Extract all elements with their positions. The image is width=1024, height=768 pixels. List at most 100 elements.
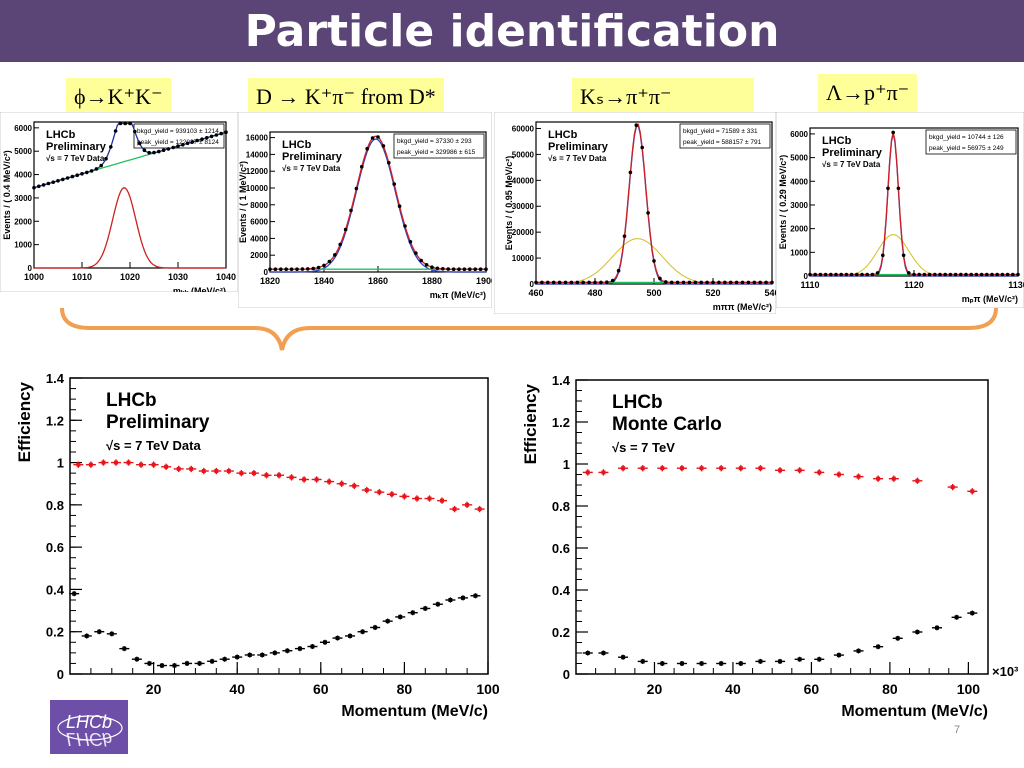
data-point [435, 266, 440, 271]
y-tick-label: 1 [563, 457, 570, 472]
data-point [452, 507, 457, 512]
data-point [147, 661, 152, 666]
data-point [664, 280, 668, 284]
data-point [719, 661, 724, 666]
efficiency-chart-data: 0 0.2 0.4 0.6 0.8 1 1.2 1.4 20 40 60 80 100 Momentum … [0, 360, 506, 737]
y-tick-label: 0.8 [46, 498, 64, 513]
data-point [660, 466, 665, 471]
y-tick-label: 6000 [250, 218, 268, 227]
data-point [88, 462, 93, 467]
y-tick-label: 0 [264, 268, 269, 277]
data-point [224, 130, 228, 134]
data-point [451, 267, 456, 271]
x-axis-label: mₖₖ (MeV/c²) [173, 286, 226, 292]
data-point [61, 177, 65, 182]
label-d-kpi: D → K⁺π⁻ from D* [248, 78, 444, 116]
data-point [797, 468, 802, 473]
data-point [970, 611, 975, 616]
x-tick-label: 100 [476, 681, 500, 697]
data-point [201, 469, 206, 474]
energy-label: √s = 7 TeV [612, 440, 675, 455]
data-point [687, 280, 692, 285]
y-tick-label: 0.2 [46, 625, 64, 640]
data-point [813, 272, 817, 277]
data-point [621, 466, 626, 471]
data-point [599, 280, 603, 285]
y-tick-label: 0.6 [46, 540, 64, 555]
data-point [104, 156, 108, 161]
data-point [1000, 272, 1005, 277]
experiment-label: LHCb [612, 392, 663, 413]
data-point [778, 468, 783, 473]
data-point [109, 631, 114, 636]
mass-plot-phi: 0 1000 2000 3000 4000 5000 6000 1000 1010 1020 103… [0, 111, 239, 297]
data-point [621, 655, 626, 660]
y-tick-label: 0 [57, 667, 64, 682]
energy-label: √s = 7 TeV Data [548, 154, 607, 163]
y-tick-label: 0.2 [552, 625, 570, 640]
peak-yield: peak_yield = 56975 ± 249 [929, 145, 1004, 152]
data-point [915, 478, 920, 483]
data-point [322, 263, 326, 268]
data-point [740, 280, 745, 285]
y-tick-label: 40000 [512, 176, 535, 185]
data-point [247, 652, 252, 657]
data-point [376, 135, 380, 139]
data-point [468, 267, 472, 271]
y-tick-label: 20000 [512, 228, 535, 237]
data-point [915, 630, 920, 634]
data-point [551, 280, 556, 285]
x-tick-label: 20 [146, 681, 162, 697]
x-tick-label: 80 [882, 681, 898, 697]
data-point [152, 150, 156, 155]
data-point [652, 259, 656, 263]
experiment-label: LHCb [46, 129, 76, 141]
peak-yield: peak_yield = 329986 ± 615 [397, 149, 476, 156]
label-ks-pipi: Kₛ→π⁺π⁻ [572, 78, 754, 116]
data-point [385, 619, 390, 624]
experiment-label: LHCb [822, 135, 852, 147]
slide-title: Particle identification [244, 6, 780, 57]
data-point [855, 272, 859, 277]
data-point [365, 146, 369, 151]
data-point [284, 267, 288, 271]
data-point [711, 280, 715, 285]
data-point [209, 134, 214, 139]
experiment-label: LHCb [282, 139, 312, 151]
status-label: Preliminary [46, 141, 107, 153]
x-tick-label: 1110 [800, 280, 819, 290]
x-tick-label: 40 [229, 681, 245, 697]
energy-label: √s = 7 TeV Data [46, 154, 105, 163]
data-point [990, 272, 994, 277]
y-tick-label: 14000 [246, 150, 269, 159]
data-point [403, 224, 407, 228]
data-point [343, 227, 348, 232]
data-point [360, 164, 364, 169]
data-point [268, 267, 272, 271]
status-label: Preliminary [548, 141, 609, 153]
data-point [214, 469, 219, 474]
slide-title-bar: Particle identification [0, 0, 1024, 62]
data-point [569, 280, 574, 285]
x-tick-label: 1020 [120, 272, 140, 282]
y-tick-label: 2000 [14, 217, 32, 226]
data-point [51, 180, 55, 184]
data-point [134, 657, 139, 662]
bkgd-yield: bkgd_yield = 939103 ± 1214 [137, 128, 219, 135]
data-point [414, 496, 419, 501]
data-point [901, 253, 906, 258]
data-point [808, 272, 812, 277]
data-point [295, 267, 299, 271]
data-point [322, 640, 327, 645]
x-tick-label: 1130 [1008, 280, 1024, 290]
y-tick-label: 30000 [512, 202, 535, 211]
data-point [895, 636, 900, 641]
data-point [335, 636, 340, 641]
data-point [679, 466, 684, 471]
status-label: Monte Carlo [612, 414, 722, 435]
data-point [84, 633, 89, 638]
data-point [113, 460, 118, 465]
data-point [699, 661, 704, 666]
data-point [327, 259, 332, 264]
mass-plot-lambda: 0 1000 2000 3000 4000 5000 6000 1110 1120 1130 mₚπ… [775, 111, 1024, 313]
